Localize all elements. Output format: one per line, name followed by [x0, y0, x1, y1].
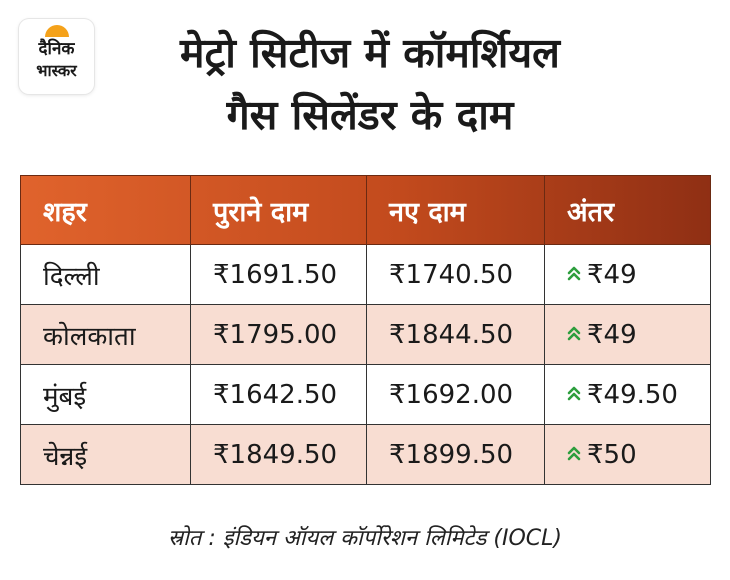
table-row: दिल्ली ₹1691.50 ₹1740.50 ₹49	[20, 244, 711, 305]
table-header-row: शहर पुराने दाम नए दाम अंतर	[20, 175, 711, 245]
logo-text-line1: दैनिक	[38, 39, 75, 59]
new-price-cell: ₹1740.50	[366, 244, 545, 305]
dainik-bhaskar-logo: दैनिक भास्कर	[19, 19, 94, 94]
diff-value: ₹50	[587, 439, 637, 470]
table-row: चेन्नई ₹1849.50 ₹1899.50 ₹50	[20, 424, 711, 485]
page-title: मेट्रो सिटीज में कॉमर्शियल गैस सिलेंडर क…	[110, 22, 630, 146]
diff-cell: ₹49	[544, 244, 711, 305]
diff-value: ₹49	[587, 259, 637, 290]
new-price-cell: ₹1899.50	[366, 424, 545, 485]
double-chevron-up-icon	[567, 386, 581, 401]
header-city: शहर	[20, 175, 191, 245]
diff-cell: ₹49.50	[544, 364, 711, 425]
logo-text-line2: भास्कर	[36, 61, 77, 80]
source-note: स्रोत : इंडियन ऑयल कॉर्पोरेशन लिमिटेड (I…	[168, 526, 562, 551]
table-row: मुंबई ₹1642.50 ₹1692.00 ₹49.50	[20, 364, 711, 425]
diff-value: ₹49	[587, 319, 637, 350]
city-cell: कोलकाता	[20, 304, 191, 365]
price-table: शहर पुराने दाम नए दाम अंतर दिल्ली ₹1691.…	[20, 175, 711, 485]
header-difference: अंतर	[544, 175, 711, 245]
header-old-price: पुराने दाम	[190, 175, 367, 245]
diff-value: ₹49.50	[587, 379, 678, 410]
diff-cell: ₹49	[544, 304, 711, 365]
city-cell: मुंबई	[20, 364, 191, 425]
title-line-2: गैस सिलेंडर के दाम	[226, 91, 514, 139]
old-price-cell: ₹1691.50	[190, 244, 367, 305]
old-price-cell: ₹1795.00	[190, 304, 367, 365]
old-price-cell: ₹1642.50	[190, 364, 367, 425]
header-new-price: नए दाम	[366, 175, 545, 245]
diff-cell: ₹50	[544, 424, 711, 485]
new-price-cell: ₹1844.50	[366, 304, 545, 365]
city-cell: दिल्ली	[20, 244, 191, 305]
double-chevron-up-icon	[567, 446, 581, 461]
double-chevron-up-icon	[567, 266, 581, 281]
title-line-1: मेट्रो सिटीज में कॉमर्शियल	[180, 29, 560, 77]
logo-sun-icon	[45, 25, 69, 37]
city-cell: चेन्नई	[20, 424, 191, 485]
table-row: कोलकाता ₹1795.00 ₹1844.50 ₹49	[20, 304, 711, 365]
double-chevron-up-icon	[567, 326, 581, 341]
new-price-cell: ₹1692.00	[366, 364, 545, 425]
old-price-cell: ₹1849.50	[190, 424, 367, 485]
